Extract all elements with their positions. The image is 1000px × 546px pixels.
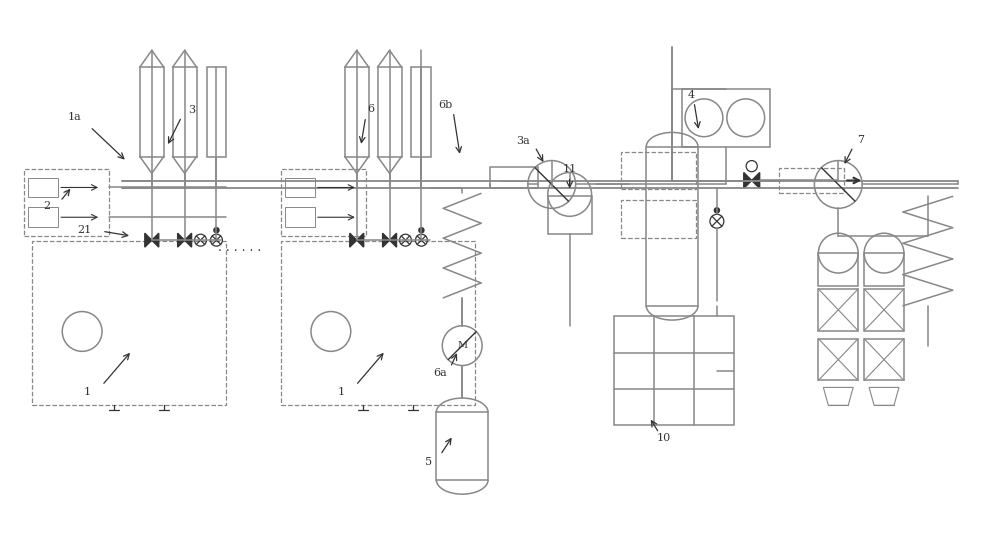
Polygon shape: [752, 173, 760, 188]
Bar: [490, 167, 538, 188]
Bar: [646, 147, 698, 306]
Circle shape: [419, 228, 424, 233]
Bar: [864, 253, 904, 286]
Polygon shape: [350, 233, 357, 247]
Circle shape: [214, 228, 219, 233]
Polygon shape: [145, 233, 152, 247]
Bar: [28, 177, 58, 198]
Bar: [24, 169, 109, 236]
Bar: [818, 253, 858, 286]
Polygon shape: [357, 233, 364, 247]
Polygon shape: [185, 233, 192, 247]
Bar: [345, 67, 369, 157]
Text: 2: 2: [43, 201, 50, 211]
Bar: [411, 67, 431, 157]
Bar: [864, 339, 904, 381]
Text: 10: 10: [657, 433, 671, 443]
Text: 21: 21: [77, 225, 91, 235]
Text: 7: 7: [857, 135, 864, 145]
Bar: [818, 339, 858, 381]
Text: 3: 3: [188, 105, 195, 115]
Bar: [285, 207, 315, 227]
Text: 3a: 3a: [516, 135, 530, 146]
Text: 1a: 1a: [67, 112, 81, 122]
Bar: [28, 207, 58, 227]
Bar: [614, 316, 734, 425]
Text: M: M: [457, 341, 467, 350]
Polygon shape: [383, 233, 390, 247]
Text: 6b: 6b: [438, 100, 452, 110]
Bar: [281, 241, 475, 405]
Text: 5: 5: [425, 457, 432, 467]
Polygon shape: [744, 173, 752, 188]
Bar: [621, 200, 696, 238]
Text: 4: 4: [687, 90, 695, 100]
Bar: [378, 67, 402, 157]
Text: 11: 11: [563, 164, 577, 174]
Bar: [682, 89, 770, 147]
Text: 6a: 6a: [433, 369, 447, 378]
Text: 1: 1: [84, 388, 91, 397]
Text: 1: 1: [337, 388, 344, 397]
Bar: [32, 241, 226, 405]
Polygon shape: [152, 233, 159, 247]
Bar: [173, 67, 197, 157]
Text: 6: 6: [367, 104, 374, 114]
Bar: [140, 67, 164, 157]
Bar: [207, 67, 226, 157]
Bar: [818, 289, 858, 331]
Bar: [864, 289, 904, 331]
Bar: [285, 177, 315, 198]
Polygon shape: [390, 233, 397, 247]
Bar: [621, 152, 696, 189]
Polygon shape: [178, 233, 185, 247]
Bar: [779, 168, 844, 193]
Text: · · · · · ·: · · · · · ·: [218, 245, 261, 258]
Circle shape: [714, 208, 719, 213]
Bar: [436, 412, 488, 480]
Bar: [281, 169, 366, 236]
Bar: [548, 197, 592, 234]
